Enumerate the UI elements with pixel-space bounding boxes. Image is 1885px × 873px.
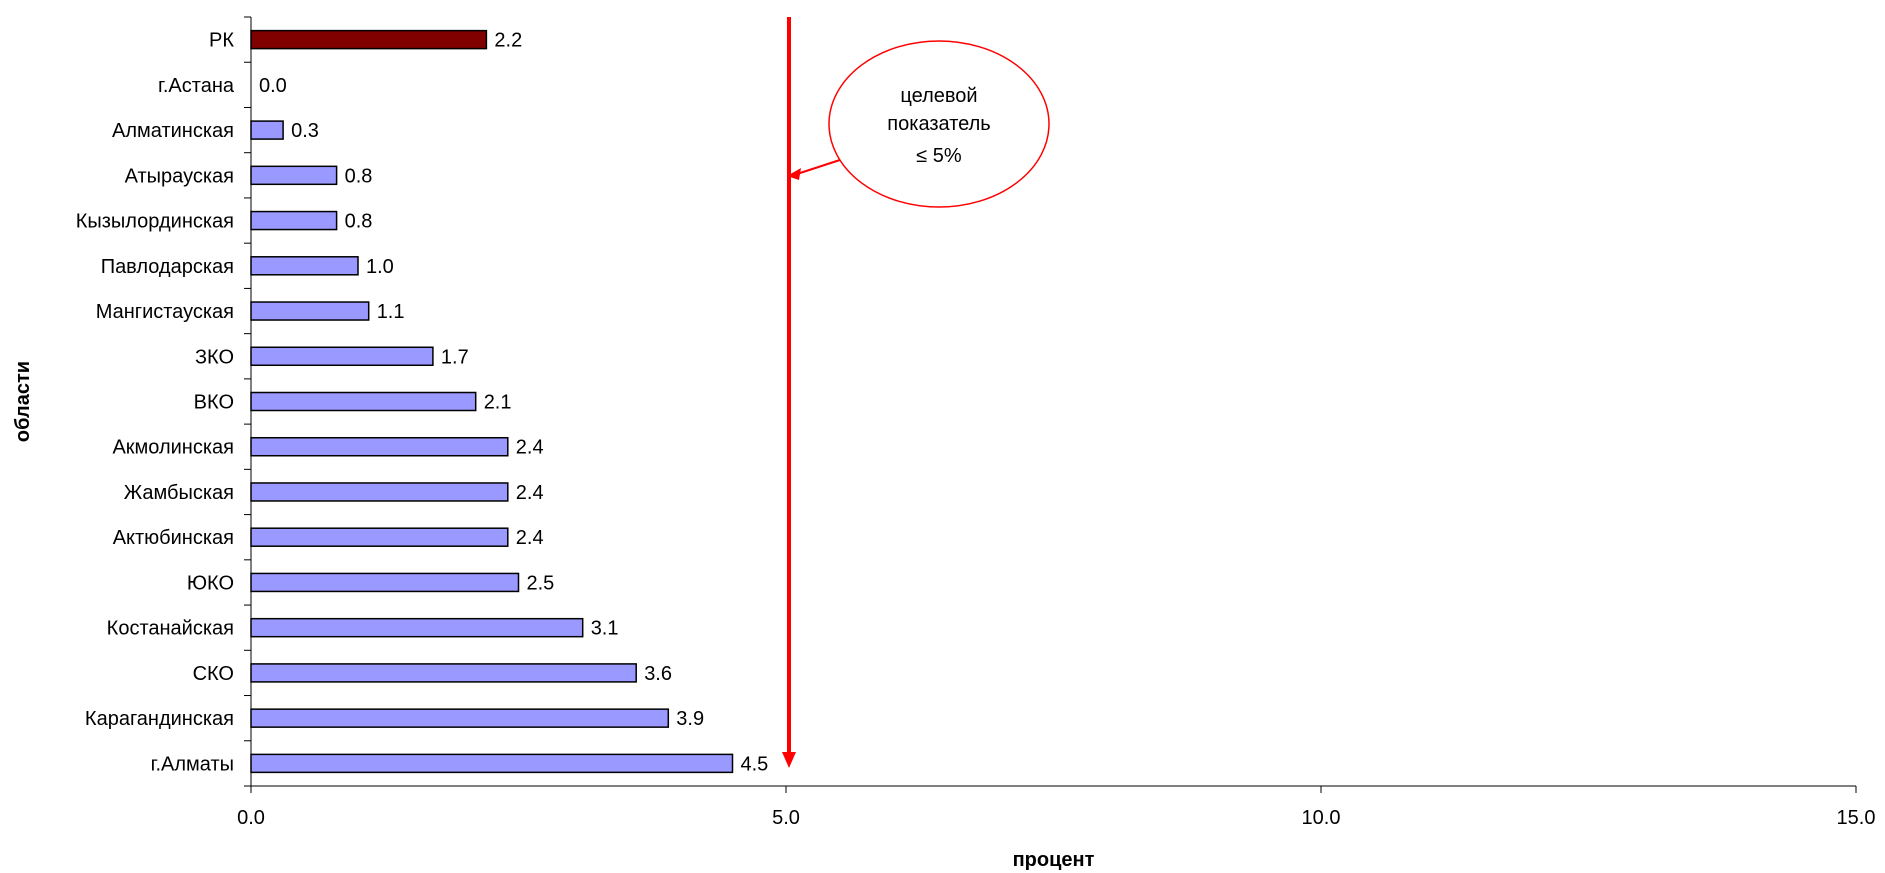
data-label: 2.5 — [527, 572, 555, 594]
data-label: 3.6 — [644, 663, 672, 685]
data-label: 2.4 — [516, 437, 544, 459]
category-label: Кызылординская — [76, 211, 234, 233]
data-label: 1.0 — [366, 256, 394, 278]
bar — [250, 346, 434, 367]
data-label: 0.8 — [345, 165, 373, 187]
bar — [250, 527, 509, 547]
category-label: Акмолинская — [112, 437, 234, 459]
data-label: 3.9 — [676, 708, 704, 730]
bar — [250, 753, 734, 774]
callout-pointer-arrowhead — [787, 168, 801, 180]
bar — [250, 301, 370, 321]
bar — [250, 572, 520, 593]
bar — [250, 256, 359, 276]
data-label: 2.2 — [494, 30, 522, 52]
category-label: ВКО — [194, 392, 234, 414]
callout-text-line: целевой — [900, 85, 977, 107]
callout-text-line: показатель — [887, 113, 990, 135]
callout-text-line: ≤ 5% — [916, 145, 962, 167]
x-tick-label: 10.0 — [1302, 807, 1341, 829]
data-label: 2.1 — [484, 392, 512, 414]
category-label: г.Астана — [158, 75, 235, 97]
bar — [250, 165, 338, 186]
target-line-group — [782, 17, 796, 768]
bar — [250, 708, 670, 728]
category-label: Атырауская — [125, 165, 234, 187]
category-label: Алматинская — [112, 120, 234, 142]
axes-group — [250, 17, 1856, 787]
data-label: 1.7 — [441, 346, 469, 368]
target-arrowhead — [782, 752, 796, 768]
category-label: Карагандинская — [85, 708, 234, 730]
y-axis-title: области — [12, 361, 34, 442]
category-label: РК — [209, 30, 234, 52]
callout-pointer — [796, 157, 847, 175]
category-label: г.Алматы — [151, 753, 234, 775]
data-label: 1.1 — [377, 301, 405, 323]
data-label: 3.1 — [591, 618, 619, 640]
data-labels-group: 2.2 0.0 0.3 0.8 0.8 1.0 1.1 1.7 2.1 2.4 2.4 2.4 2.5 3… — [259, 30, 768, 776]
bar — [250, 29, 488, 50]
bar — [250, 436, 509, 457]
data-label: 0.3 — [291, 120, 319, 142]
bar — [250, 663, 637, 683]
category-label: СКО — [193, 663, 234, 685]
x-ticks-group: 0.0 5.0 10.0 15.0 — [237, 786, 1875, 829]
data-label: 2.4 — [516, 482, 544, 504]
callout-ellipse — [828, 40, 1050, 208]
bar — [250, 210, 338, 231]
category-label: Костанайская — [107, 618, 234, 640]
bar — [250, 391, 477, 412]
category-label: Актюбинская — [113, 527, 234, 549]
x-axis-title: процент — [1013, 849, 1095, 871]
bar — [250, 617, 584, 638]
category-label: Мангистауская — [96, 301, 234, 323]
category-label: Жамбыская — [124, 482, 234, 504]
data-label: 2.4 — [516, 527, 544, 549]
x-tick-label: 15.0 — [1837, 807, 1876, 829]
category-label: ЗКО — [195, 346, 234, 368]
bar — [250, 482, 509, 502]
bar — [250, 120, 284, 140]
x-tick-label: 0.0 — [237, 807, 265, 829]
callout-group: целевой показатель ≤ 5% — [787, 40, 1050, 208]
y-ticks-group — [244, 16, 251, 787]
category-label: ЮКО — [187, 572, 234, 594]
category-label: Павлодарская — [101, 256, 234, 278]
data-label: 0.8 — [345, 211, 373, 233]
category-labels-group: РК г.Астана Алматинская Атырауская Кызылорди… — [76, 30, 235, 776]
data-label: 0.0 — [259, 75, 287, 97]
data-label: 4.5 — [741, 753, 769, 775]
x-tick-label: 5.0 — [772, 807, 800, 829]
